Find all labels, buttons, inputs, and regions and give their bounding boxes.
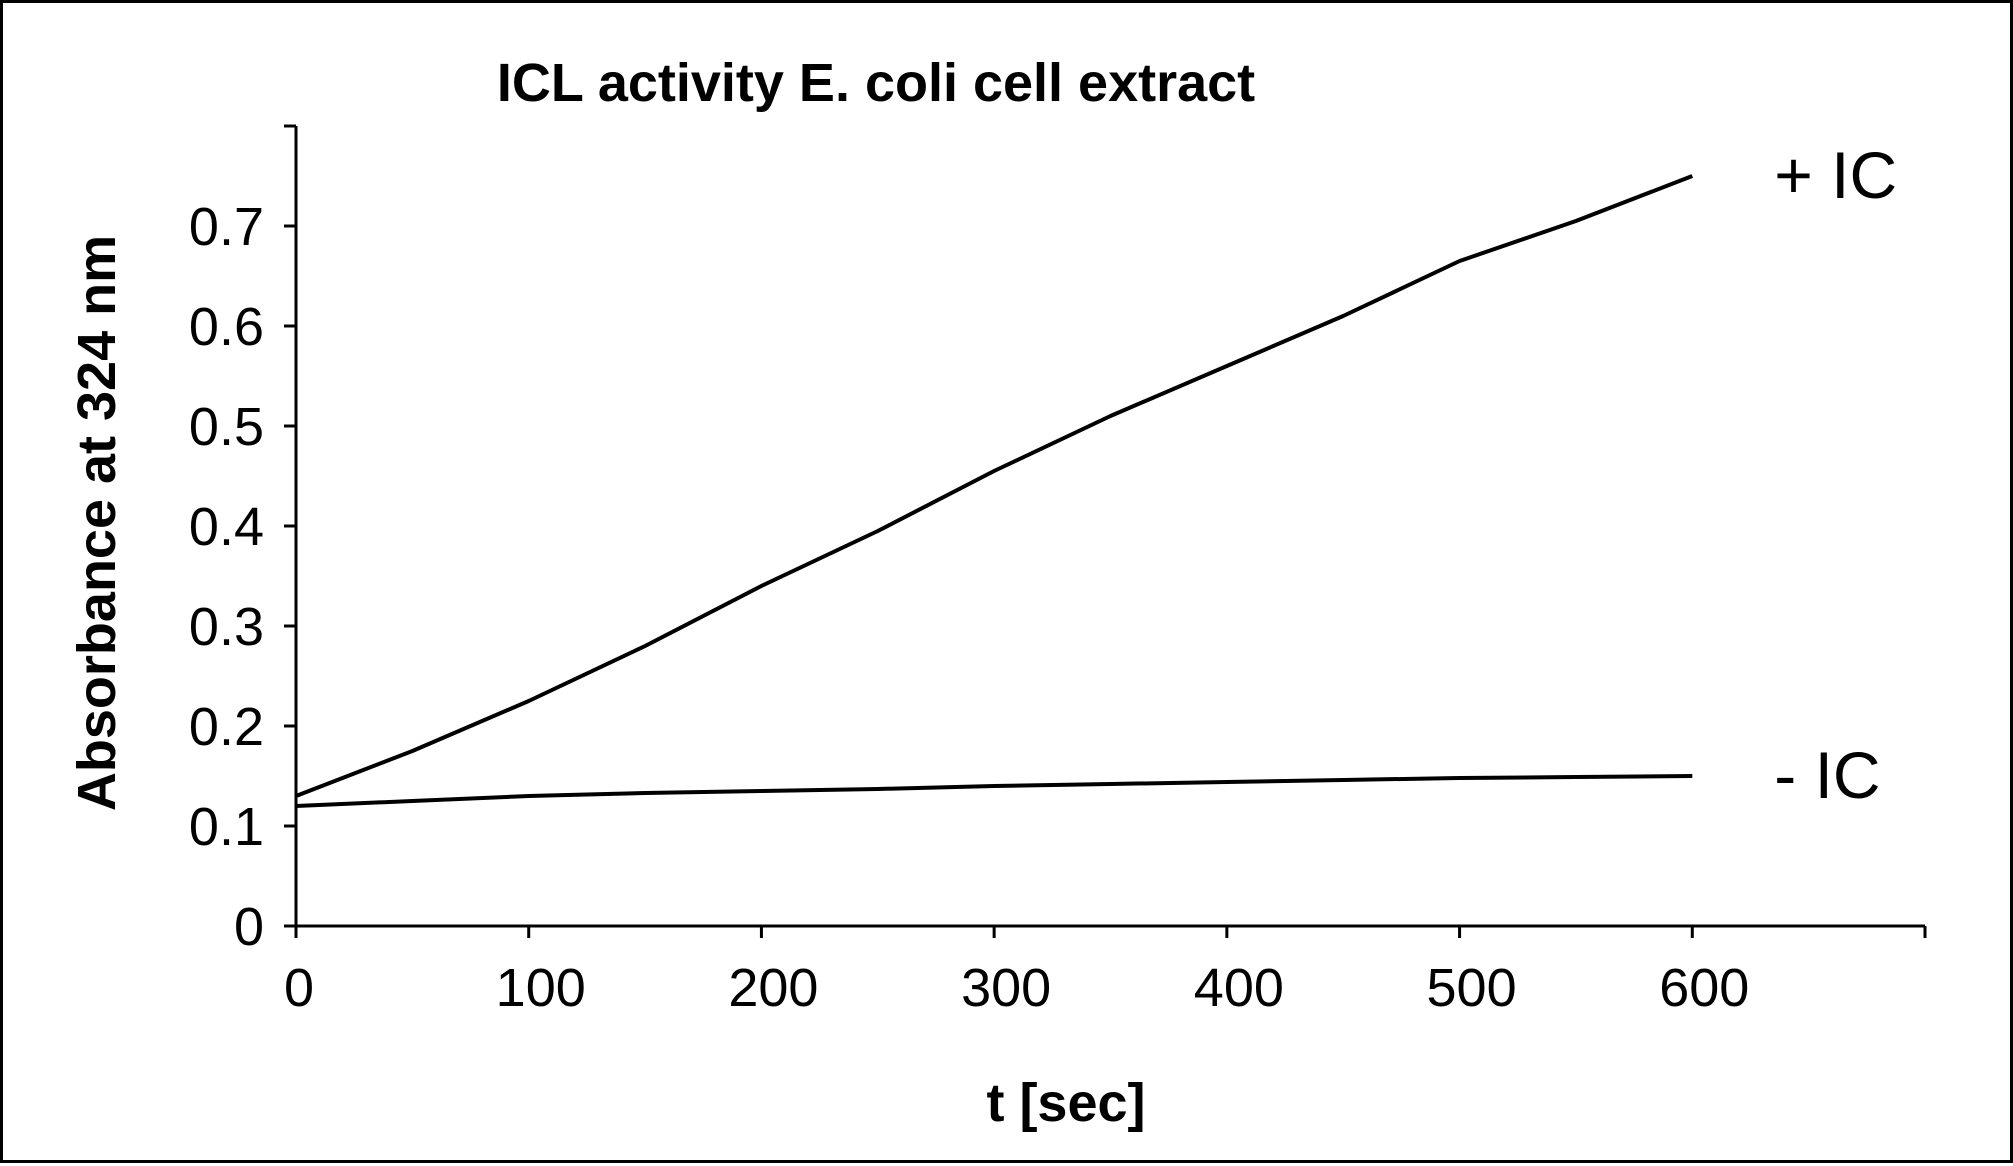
series-line-minus-ic <box>295 774 1693 808</box>
x-axis-ticks: 0 100 200 300 400 500 600 <box>284 926 1927 1018</box>
series-lines <box>295 174 1694 808</box>
y-tick-label: 0.6 <box>189 297 264 357</box>
x-tick-label: 400 <box>1194 958 1284 1018</box>
line-chart: ICL activity E. coli cell extract 0 0.1 0.… <box>67 53 1927 1133</box>
chart-title: ICL activity E. coli cell extract <box>497 53 1255 113</box>
x-tick-label: 100 <box>496 958 586 1018</box>
y-tick-label: 0.4 <box>189 497 264 557</box>
x-tick-label: 300 <box>961 958 1051 1018</box>
x-axis-label: t [sec] <box>986 1073 1145 1133</box>
x-tick-label: 0 <box>284 958 314 1018</box>
y-tick-label: 0.1 <box>189 797 264 857</box>
x-tick-label: 500 <box>1427 958 1517 1018</box>
y-axis-ticks: 0 0.1 0.2 0.3 0.4 0.5 0.6 0.7 <box>189 124 296 957</box>
series-labels: + IC - IC <box>1774 138 1897 812</box>
y-tick-label: 0 <box>234 897 264 957</box>
y-tick-label: 0.7 <box>189 197 264 257</box>
x-tick-label: 200 <box>728 958 818 1018</box>
x-tick-label: 600 <box>1659 958 1749 1018</box>
y-tick-label: 0.2 <box>189 697 264 757</box>
y-tick-label: 0.5 <box>189 397 264 457</box>
series-label-minus-ic: - IC <box>1774 738 1880 812</box>
y-tick-label: 0.3 <box>189 597 264 657</box>
y-axis-label: Absorbance at 324 nm <box>67 235 127 811</box>
series-label-plus-ic: + IC <box>1774 138 1897 212</box>
series-line-plus-ic <box>295 174 1694 798</box>
